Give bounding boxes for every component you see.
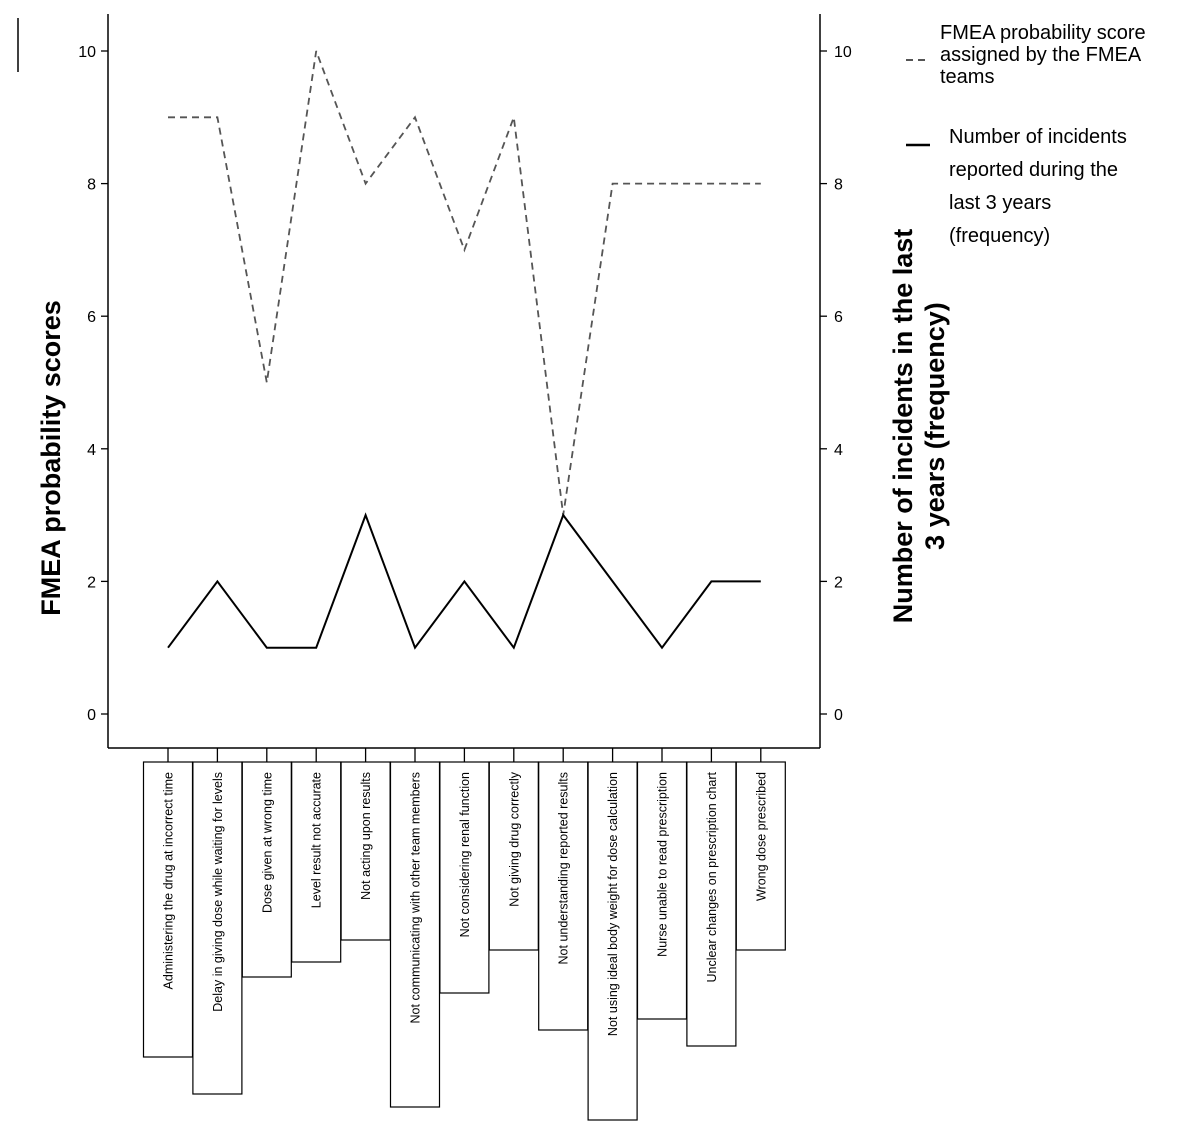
category-label-box	[686, 761, 737, 1047]
y-tick-label: 10	[78, 44, 96, 61]
category-label-box	[735, 761, 786, 951]
category-label-box	[192, 761, 243, 1095]
y2-tick-label: 4	[834, 442, 843, 459]
category-label-box	[488, 761, 539, 951]
fmea-score-line	[168, 50, 761, 516]
category-label-6: Not communicating with other team member…	[409, 772, 423, 1023]
legend-label-incidents-line-2: reported during the	[949, 159, 1118, 181]
y2-tick-label: 8	[834, 177, 843, 194]
category-label-8: Not giving drug correctly	[507, 771, 521, 907]
y-tick-label: 2	[87, 574, 96, 591]
category-label-3: Dose given at wrong time	[260, 772, 274, 913]
category-label-5: Not acting upon results	[359, 772, 373, 900]
y2-tick-label: 10	[834, 44, 852, 61]
category-label-box	[142, 761, 194, 1058]
y2-tick-label: 0	[834, 707, 843, 724]
category-label-1: Administering the drug at incorrect time	[162, 772, 176, 990]
category-label-7: Not considering renal function	[458, 772, 472, 937]
axes	[101, 14, 827, 762]
legend-label-incidents-line-3: last 3 years	[949, 192, 1051, 214]
y2-tick-label: 2	[834, 574, 843, 591]
category-label-12: Unclear changes on prescription chart	[705, 771, 719, 982]
category-label-13: Wrong dose prescribed	[754, 772, 768, 901]
y-axis-title: FMEA probability scores	[36, 300, 66, 616]
category-label-9: Not understanding reported results	[557, 772, 571, 964]
category-labels: Administering the drug at incorrect time…	[142, 761, 786, 1121]
category-label-4: Level result not accurate	[310, 772, 324, 908]
y-tick-label: 6	[87, 309, 96, 326]
category-label-box	[636, 761, 688, 1020]
category-label-box	[538, 761, 589, 1031]
category-label-box	[340, 761, 391, 941]
category-label-10: Not using ideal body weight for dose cal…	[606, 772, 620, 1036]
tick-labels: 0 0 2 2 4 4 6 6 8 8 10 10	[78, 44, 852, 724]
legend-label-incidents-line-4: (frequency)	[949, 225, 1050, 247]
y-tick-label: 0	[87, 707, 96, 724]
y2-axis-title-line-2: 3 years (frequency)	[920, 302, 950, 550]
y-tick-label: 4	[87, 442, 96, 459]
category-label-box	[587, 761, 638, 1121]
y-tick-label: 8	[87, 177, 96, 194]
category-label-box	[389, 761, 441, 1108]
y2-tick-label: 6	[834, 309, 843, 326]
y2-axis-title-line-1: Number of incidents in the last	[888, 229, 918, 624]
category-label-box	[291, 761, 342, 963]
legend-label-fmea-line-3: teams	[940, 66, 994, 88]
legend-label-incidents-line-1: Number of incidents	[949, 126, 1127, 148]
category-label-2: Delay in giving dose while waiting for l…	[211, 772, 225, 1012]
category-label-box	[241, 761, 292, 978]
category-label-11: Nurse unable to read prescription	[656, 772, 670, 957]
legend-label-fmea-line-2: assigned by the FMEA	[940, 44, 1142, 66]
series-lines	[167, 50, 761, 650]
incidents-line	[167, 512, 761, 650]
category-label-box	[439, 761, 490, 994]
legend-label-fmea-line-1: FMEA probability score	[940, 22, 1146, 44]
